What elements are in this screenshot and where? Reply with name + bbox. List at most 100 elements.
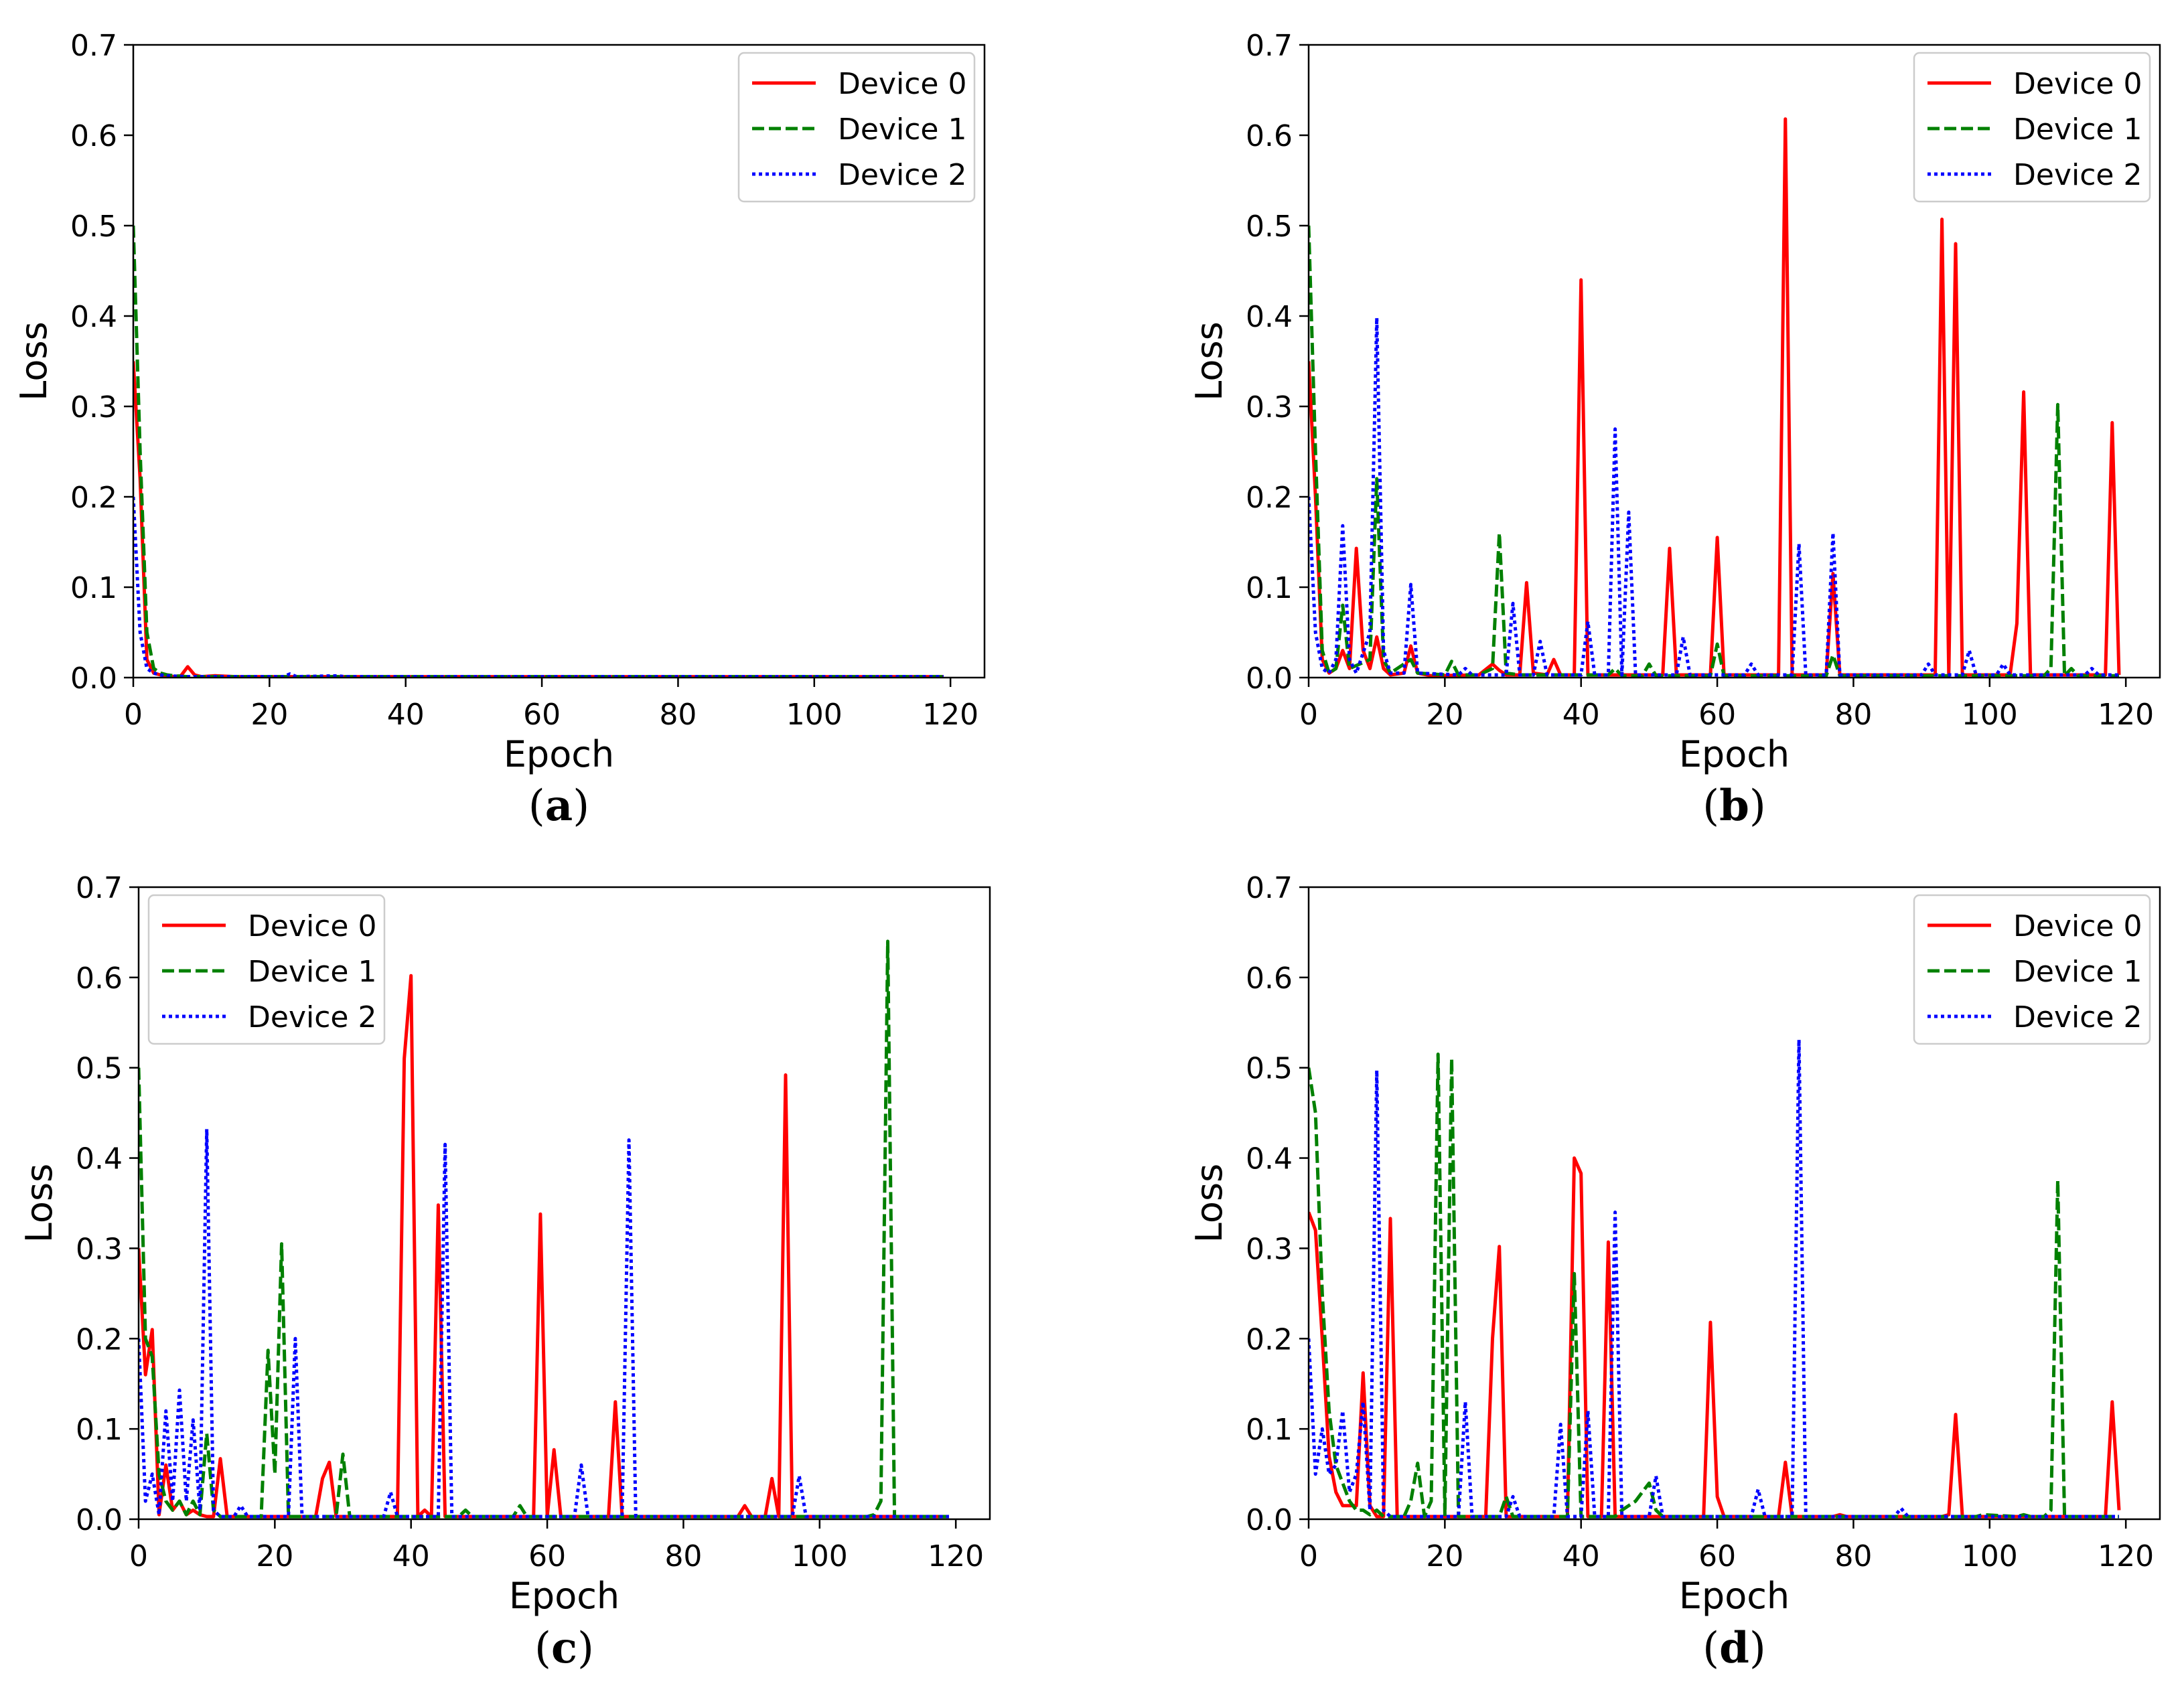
panel-d-series-line-device-2 bbox=[1309, 1038, 2119, 1519]
panel-a-caption-close: ) bbox=[573, 781, 589, 831]
panel-b-legend-label-device-0: Device 0 bbox=[2013, 67, 2142, 101]
panel-a-legend: Device 0 Device 1 Device 2 bbox=[737, 52, 976, 203]
panel-b-x-tick-label: 60 bbox=[1698, 698, 1736, 732]
panel-d: 0 20 40 60 80 100 120 0.0 0.1 0.2 0.3 0.4 0.5 0.6 0.7 E… bbox=[1188, 871, 2161, 1673]
panel-d-caption-letter: d bbox=[1719, 1623, 1749, 1673]
panel-a: 0 20 40 60 80 100 120 0.0 0.1 0.2 0.3 0.4 0.5 0.6 0.7 E… bbox=[13, 29, 986, 831]
panel-c-y-tick-label: 0.2 bbox=[76, 1322, 123, 1357]
panel-a-legend-box bbox=[737, 52, 976, 203]
panel-b-caption-close: ) bbox=[1749, 781, 1766, 831]
panel-d-caption: (d) bbox=[1702, 1623, 1766, 1673]
panel-b-legend: Device 0 Device 1 Device 2 bbox=[1913, 52, 2151, 203]
panel-d-y-tick-label: 0.0 bbox=[1246, 1503, 1293, 1537]
panel-a-series-line-device-1 bbox=[133, 225, 944, 678]
panel-b-legend-label-device-1: Device 1 bbox=[2013, 112, 2142, 147]
panel-a-x-tick-label: 40 bbox=[387, 698, 425, 732]
panel-d-x-axis-label: Epoch bbox=[1679, 1575, 1790, 1617]
panel-a-x-tick-label: 20 bbox=[250, 698, 288, 732]
panel-c-series-line-device-0 bbox=[139, 974, 949, 1519]
panel-c-x-tick-label: 20 bbox=[256, 1539, 293, 1573]
panel-b-series-line-device-0 bbox=[1309, 117, 2121, 678]
panel-d-x-tick-label: 100 bbox=[1962, 1539, 2018, 1573]
panel-a-caption-letter: a bbox=[545, 781, 573, 831]
panel-a-y-tick-label: 0.3 bbox=[70, 390, 117, 424]
panel-a-legend-label-device-1: Device 1 bbox=[838, 112, 966, 147]
panel-c-y-tick-label: 0.1 bbox=[76, 1413, 123, 1447]
panel-d-y-tick-label: 0.3 bbox=[1246, 1232, 1293, 1266]
panel-d-y-tick-label: 0.7 bbox=[1246, 871, 1293, 905]
panel-a-axes-frame bbox=[132, 44, 986, 679]
panel-d-y-tick-label: 0.5 bbox=[1246, 1052, 1293, 1086]
panel-c-y-tick-label: 0.5 bbox=[76, 1052, 123, 1086]
panel-c-x-tick-label: 0 bbox=[129, 1539, 148, 1573]
panel-c-y-tick-label: 0.3 bbox=[76, 1232, 123, 1266]
panel-d-y-tick-label: 0.4 bbox=[1246, 1142, 1293, 1176]
panel-d-legend-label-device-1: Device 1 bbox=[2013, 955, 2142, 989]
panel-c-x-tick-label: 100 bbox=[792, 1539, 848, 1573]
panel-b-y-tick-label: 0.4 bbox=[1246, 300, 1293, 334]
panel-a-y-tick-label: 0.2 bbox=[70, 481, 117, 515]
panel-b-caption-open: ( bbox=[1702, 781, 1719, 831]
panel-b-y-axis-label: Loss bbox=[1188, 321, 1230, 400]
panel-c-x-axis-label: Epoch bbox=[509, 1575, 620, 1617]
panel-a-x-tick-label: 100 bbox=[786, 698, 843, 732]
panel-a-x-tick-label: 80 bbox=[659, 698, 697, 732]
panel-b-axes-frame bbox=[1307, 44, 2161, 679]
panel-a-y-tick-label: 0.1 bbox=[70, 571, 117, 605]
panel-d-axes-frame bbox=[1307, 886, 2161, 1521]
panel-c-caption-letter: c bbox=[551, 1623, 577, 1673]
panel-d-legend-box bbox=[1913, 894, 2151, 1045]
panel-d-x-tick-label: 0 bbox=[1299, 1539, 1318, 1573]
panel-b-y-tick-label: 0.2 bbox=[1246, 481, 1293, 515]
panel-c-y-axis-label: Loss bbox=[18, 1164, 60, 1243]
panel-c-y-tick-label: 0.7 bbox=[76, 871, 123, 905]
panel-c-x-tick-label: 120 bbox=[928, 1539, 984, 1573]
panel-a-y-tick-label: 0.7 bbox=[70, 29, 117, 63]
panel-b-y-tick-label: 0.6 bbox=[1246, 119, 1293, 153]
panel-a-caption-open: ( bbox=[528, 781, 545, 831]
panel-a-y-tick-label: 0.5 bbox=[70, 210, 117, 244]
panel-b-caption-letter: b bbox=[1719, 781, 1749, 831]
panel-b-y-tick-label: 0.1 bbox=[1246, 571, 1293, 605]
panel-b-x-tick-label: 120 bbox=[2098, 698, 2154, 732]
panel-d-y-tick-label: 0.6 bbox=[1246, 961, 1293, 996]
panel-d-x-tick-label: 60 bbox=[1698, 1539, 1736, 1573]
panel-a-series-line-device-2 bbox=[133, 496, 944, 678]
panel-d-x-tick-label: 40 bbox=[1562, 1539, 1600, 1573]
panel-c-caption: (c) bbox=[534, 1623, 594, 1673]
panel-b-y-tick-label: 0.0 bbox=[1246, 662, 1293, 696]
panel-c-legend-label-device-0: Device 0 bbox=[248, 909, 376, 943]
panel-a-y-axis-label: Loss bbox=[13, 321, 55, 400]
panel-d-series-line-device-0 bbox=[1309, 1156, 2121, 1519]
panel-b-y-tick-label: 0.5 bbox=[1246, 210, 1293, 244]
panel-a-x-tick-label: 120 bbox=[922, 698, 978, 732]
panel-b-x-tick-label: 40 bbox=[1562, 698, 1600, 732]
panel-d-x-tick-label: 80 bbox=[1834, 1539, 1872, 1573]
panel-c-x-tick-label: 60 bbox=[528, 1539, 566, 1573]
panel-a-series-line-device-0 bbox=[133, 361, 944, 678]
panel-c-caption-close: ) bbox=[577, 1624, 594, 1673]
panel-d-caption-open: ( bbox=[1702, 1624, 1719, 1673]
panel-b-caption: (b) bbox=[1702, 781, 1766, 831]
panel-d-legend-label-device-0: Device 0 bbox=[2013, 909, 2142, 943]
panel-b-series-line-device-2 bbox=[1309, 316, 2119, 677]
panel-c-caption-open: ( bbox=[534, 1624, 551, 1673]
panel-c-legend-label-device-1: Device 1 bbox=[248, 955, 376, 989]
panel-b-legend-label-device-2: Device 2 bbox=[2013, 158, 2142, 192]
panel-b-y-tick-label: 0.7 bbox=[1246, 29, 1293, 63]
panel-b-x-tick-label: 20 bbox=[1426, 698, 1463, 732]
panel-d-x-tick-label: 120 bbox=[2098, 1539, 2154, 1573]
panel-c-x-tick-label: 80 bbox=[664, 1539, 702, 1573]
panel-a-legend-label-device-0: Device 0 bbox=[838, 67, 966, 101]
panel-a-y-tick-label: 0.0 bbox=[70, 662, 117, 696]
panel-c-axes-frame bbox=[137, 886, 991, 1521]
panel-b-x-axis-label: Epoch bbox=[1679, 733, 1790, 775]
panel-c: 0 20 40 60 80 100 120 0.0 0.1 0.2 0.3 0.4 0.5 0.6 0.7 E… bbox=[18, 871, 991, 1673]
panel-c-x-tick-label: 40 bbox=[392, 1539, 430, 1573]
panel-c-series-line-device-2 bbox=[139, 1127, 949, 1519]
panel-a-x-axis-label: Epoch bbox=[504, 733, 614, 775]
panel-b-x-tick-label: 80 bbox=[1834, 698, 1872, 732]
panel-b-y-tick-label: 0.3 bbox=[1246, 390, 1293, 424]
panel-d-x-tick-label: 20 bbox=[1426, 1539, 1463, 1573]
